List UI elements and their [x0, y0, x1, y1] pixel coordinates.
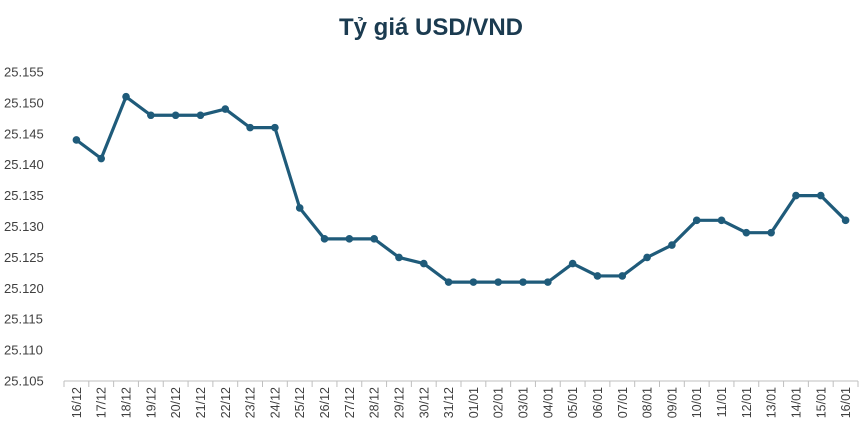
x-tick-label: 18/12 — [120, 387, 134, 418]
x-tick-label: 04/01 — [541, 387, 555, 418]
x-tick-label: 03/01 — [517, 387, 531, 418]
data-point — [370, 235, 378, 243]
data-point — [519, 278, 527, 286]
data-point — [97, 154, 106, 163]
data-point — [345, 235, 354, 243]
y-tick-label: 25.140 — [4, 157, 44, 172]
data-point — [668, 241, 676, 249]
x-tick-label: 16/01 — [839, 387, 853, 418]
y-tick-label: 25.155 — [4, 65, 44, 80]
x-tick-label: 13/01 — [765, 387, 779, 418]
data-point — [395, 253, 403, 262]
y-tick-label: 25.150 — [4, 95, 44, 110]
x-tick-label: 26/12 — [318, 387, 332, 418]
x-tick-label: 23/12 — [244, 387, 258, 418]
data-point — [271, 123, 279, 132]
x-tick-label: 31/12 — [442, 387, 456, 418]
x-tick-label: 29/12 — [392, 387, 406, 418]
data-point — [72, 136, 81, 144]
series-line — [74, 95, 848, 284]
y-tick-label: 25.115 — [4, 312, 43, 327]
x-tick-label: 21/12 — [194, 387, 208, 418]
x-tick-label: 27/12 — [343, 387, 357, 418]
data-point — [246, 123, 254, 132]
data-point — [320, 235, 329, 243]
data-point — [122, 92, 130, 101]
data-point — [221, 105, 230, 113]
y-tick-label: 25.130 — [4, 219, 44, 234]
data-point — [692, 216, 701, 225]
x-tick-label: 02/01 — [492, 387, 506, 418]
x-tick-label: 24/12 — [268, 387, 282, 418]
x-tick-label: 14/01 — [789, 387, 803, 418]
data-point — [767, 228, 775, 237]
x-tick-label: 09/01 — [665, 387, 679, 418]
data-point — [618, 272, 627, 280]
x-tick-label: 07/01 — [616, 387, 630, 418]
y-tick-label: 25.120 — [4, 281, 44, 296]
x-tick-label: 06/01 — [591, 387, 605, 418]
y-tick-label: 25.125 — [4, 250, 44, 265]
data-point — [147, 111, 155, 120]
data-point — [494, 278, 503, 286]
x-tick-label: 28/12 — [368, 387, 382, 418]
x-axis: 16/12 17/12 18/12 19/12 20/12 21/12 22/12 23/12… — [63, 380, 859, 418]
series-line-group — [72, 92, 850, 286]
x-tick-label: 08/01 — [641, 387, 655, 418]
x-tick-label: 12/01 — [740, 387, 754, 418]
x-tick-label: 30/12 — [417, 387, 431, 418]
data-point — [295, 204, 304, 212]
x-tick-label: 05/01 — [566, 387, 580, 418]
data-point — [841, 216, 850, 225]
x-tick-label: 10/01 — [690, 387, 704, 418]
data-point — [816, 191, 825, 200]
data-point — [643, 253, 651, 262]
data-point — [593, 272, 602, 280]
y-tick-label: 25.110 — [4, 343, 43, 358]
data-point — [171, 111, 180, 120]
y-tick-label: 25.105 — [4, 374, 44, 389]
x-tick-label: 19/12 — [144, 387, 158, 418]
data-point — [742, 228, 751, 237]
y-tick-label: 25.135 — [4, 188, 44, 203]
y-axis: 25.105 25.110 25.115 25.120 25.125 25.130 25.1… — [4, 65, 44, 389]
x-tick-label: 16/12 — [70, 387, 84, 418]
x-tick-label: 17/12 — [95, 387, 109, 418]
x-tick-label: 25/12 — [293, 387, 307, 418]
data-point — [717, 216, 726, 225]
data-point — [419, 259, 428, 268]
data-point — [544, 278, 552, 286]
x-tick-label: 20/12 — [169, 387, 183, 418]
data-point — [469, 278, 478, 286]
y-tick-label: 25.145 — [4, 126, 44, 141]
chart-title: Tỷ giá USD/VND — [338, 14, 524, 41]
x-tick-label: 15/01 — [814, 387, 828, 418]
x-tick-label: 11/01 — [715, 387, 729, 417]
data-point — [196, 111, 205, 120]
x-tick-label: 22/12 — [219, 387, 233, 418]
x-tick-label: 01/01 — [467, 387, 481, 418]
data-point — [792, 191, 800, 200]
data-point — [444, 278, 453, 286]
data-point — [568, 259, 577, 268]
